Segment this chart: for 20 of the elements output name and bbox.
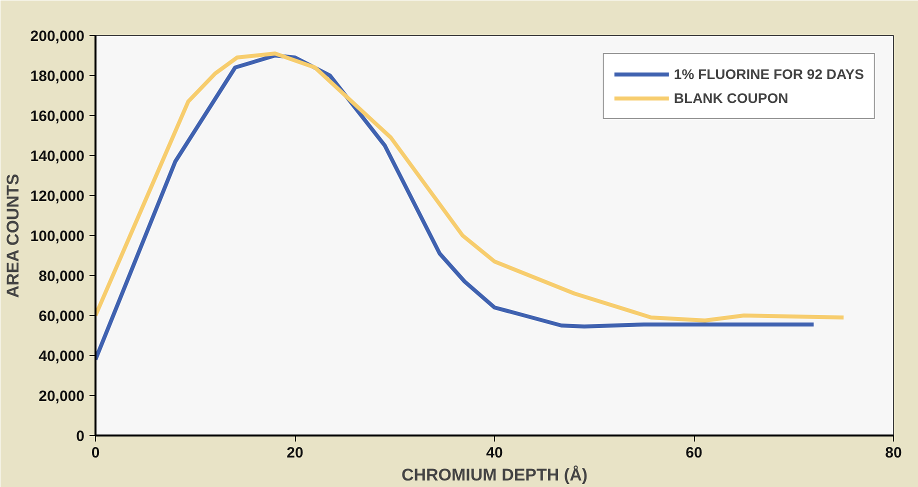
y-tick-label: 60,000 — [38, 308, 85, 325]
y-tick-label: 20,000 — [38, 388, 85, 405]
y-tick-label: 180,000 — [30, 68, 85, 85]
y-tick-label: 200,000 — [30, 28, 85, 45]
y-tick-label: 120,000 — [30, 188, 85, 205]
y-tick-label: 80,000 — [38, 268, 85, 285]
x-tick-label: 20 — [286, 444, 304, 462]
y-axis-title: AREA COUNTS — [3, 174, 22, 298]
y-tick-label: 160,000 — [30, 108, 85, 125]
legend-label: 1% FLUORINE FOR 92 DAYS — [674, 66, 864, 82]
y-tick-label: 140,000 — [30, 148, 85, 165]
x-axis-title: CHROMIUM DEPTH (Å) — [401, 466, 588, 484]
x-tick-label: 60 — [686, 444, 702, 462]
x-tick-label: 80 — [885, 444, 902, 462]
y-tick-label: 40,000 — [38, 348, 85, 365]
y-tick-label: 0 — [76, 428, 84, 445]
y-tick-label: 100,000 — [30, 228, 85, 245]
x-tick-label: 0 — [91, 444, 100, 462]
legend-label: BLANK COUPON — [674, 90, 788, 106]
x-tick-label: 40 — [486, 444, 503, 462]
